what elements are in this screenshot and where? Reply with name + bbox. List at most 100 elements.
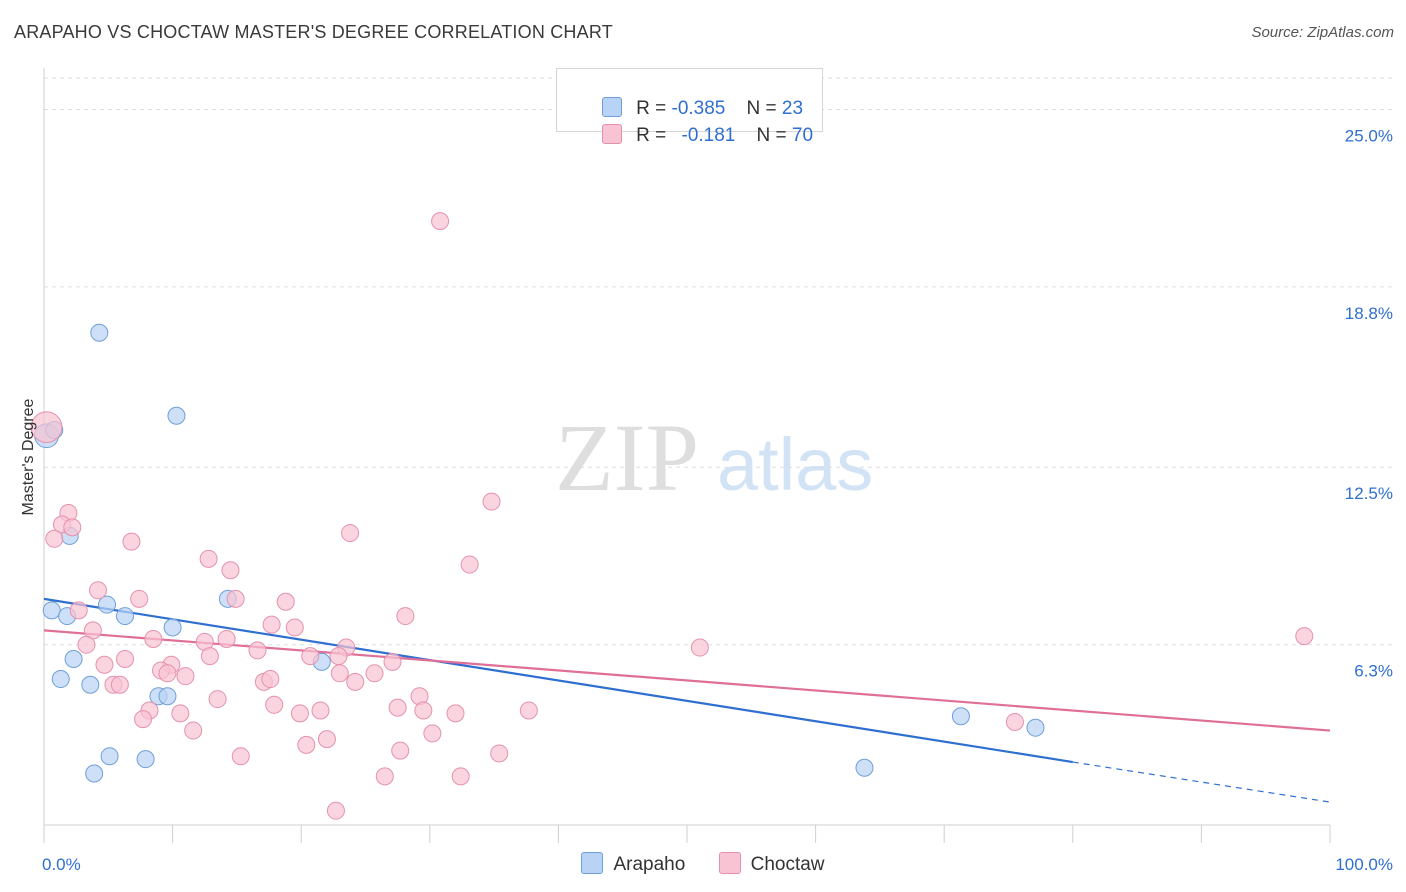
arapaho-point: [167, 406, 186, 425]
series-legend: Arapaho Choctaw: [0, 852, 1406, 876]
choctaw-point: [144, 629, 163, 648]
arapaho-point: [1026, 718, 1045, 737]
choctaw-point: [446, 704, 465, 723]
arapaho-n-label: N =: [746, 98, 782, 119]
choctaw-point: [276, 592, 295, 611]
choctaw-point: [690, 638, 709, 657]
choctaw-point: [116, 650, 135, 668]
choctaw-point: [231, 747, 250, 766]
choctaw-point: [383, 652, 402, 671]
arapaho-n-value: 23: [781, 98, 804, 119]
choctaw-point: [261, 670, 280, 689]
choctaw-point: [290, 704, 309, 723]
arapaho-r-value: -0.385: [671, 98, 726, 119]
choctaw-point: [329, 647, 348, 666]
choctaw-point: [414, 701, 433, 720]
arapaho-point: [51, 670, 70, 689]
choctaw-point: [1005, 712, 1024, 731]
choctaw-point: [311, 701, 330, 720]
arapaho-point: [855, 758, 874, 777]
arapaho-swatch: [602, 97, 623, 117]
choctaw-point: [184, 721, 203, 740]
y-axis-label: Master's Degree: [20, 398, 37, 515]
choctaw-point: [391, 741, 410, 760]
arapaho-legend-label: Arapaho: [613, 854, 686, 875]
arapaho-trend-extension: [1072, 761, 1331, 803]
choctaw-point: [265, 695, 284, 714]
arapaho-point: [158, 687, 177, 706]
choctaw-swatch: [602, 124, 623, 144]
arapaho-point: [116, 607, 135, 626]
choctaw-point: [490, 744, 509, 763]
y-tick-label: 12.5%: [1345, 484, 1393, 503]
arapaho-point: [81, 675, 100, 694]
choctaw-point: [69, 601, 88, 620]
choctaw-point: [346, 672, 365, 691]
x-tick-label: 100.0%: [1335, 855, 1393, 874]
choctaw-point: [451, 767, 470, 786]
choctaw-point: [199, 549, 218, 568]
choctaw-point: [95, 655, 114, 674]
data-points: [30, 212, 1314, 820]
chart-title: ARAPAHO VS CHOCTAW MASTER'S DEGREE CORRE…: [14, 22, 613, 42]
arapaho-r-label: R =: [636, 98, 672, 119]
arapaho-point: [64, 650, 83, 668]
choctaw-point: [341, 524, 360, 543]
arapaho-point: [85, 764, 104, 783]
choctaw-point: [226, 589, 245, 608]
legend-item-choctaw[interactable]: Choctaw: [718, 852, 825, 876]
legend-item-arapaho[interactable]: Arapaho: [581, 852, 685, 876]
choctaw-point: [110, 675, 129, 694]
choctaw-point: [297, 735, 316, 754]
choctaw-point: [262, 615, 281, 634]
axis-labels: 6.3% 12.5% 18.8% 25.0% 0.0% 100.0% Master's De…: [20, 126, 1393, 874]
choctaw-point: [77, 635, 96, 654]
stats-legend: R = -0.385 N = 23 R = -0.181 N = 70: [556, 68, 823, 146]
y-tick-label: 6.3%: [1354, 662, 1393, 681]
choctaw-point: [200, 647, 219, 666]
choctaw-point: [1295, 627, 1314, 646]
choctaw-point: [89, 581, 108, 600]
x-tick-label: 0.0%: [42, 855, 81, 874]
arapaho-point: [98, 595, 117, 614]
choctaw-point: [63, 518, 82, 537]
watermark-atlas: atlas: [717, 423, 873, 506]
choctaw-point: [423, 724, 442, 743]
choctaw-point: [330, 664, 349, 683]
source-credit: Source: ZipAtlas.com: [1251, 24, 1394, 41]
choctaw-trend-line: [43, 629, 1331, 732]
choctaw-point: [285, 618, 304, 637]
choctaw-point: [217, 629, 236, 648]
choctaw-legend-swatch: [718, 852, 741, 874]
arapaho-trend-line: [43, 597, 1073, 764]
arapaho-point: [90, 323, 109, 342]
choctaw-point: [396, 607, 415, 626]
choctaw-point: [388, 698, 407, 717]
choctaw-n-value: 70: [791, 125, 814, 146]
choctaw-point: [326, 801, 345, 820]
choctaw-legend-label: Choctaw: [750, 854, 825, 875]
choctaw-point: [519, 701, 538, 720]
choctaw-point: [375, 767, 394, 786]
y-tick-label: 25.0%: [1345, 126, 1393, 145]
choctaw-point: [134, 710, 153, 729]
watermark-zip: ZIP: [555, 404, 699, 511]
choctaw-point: [122, 532, 141, 551]
choctaw-point: [45, 529, 64, 548]
choctaw-point: [171, 704, 190, 723]
choctaw-point: [431, 212, 450, 231]
choctaw-point: [248, 641, 267, 660]
arapaho-point: [136, 750, 155, 769]
arapaho-point: [951, 707, 970, 726]
legend-row-choctaw: R = -0.181 N = 70: [581, 102, 813, 169]
arapaho-point: [163, 618, 182, 637]
choctaw-point: [301, 647, 320, 666]
choctaw-n-label: N =: [756, 125, 792, 146]
choctaw-point: [482, 492, 501, 511]
arapaho-point: [100, 747, 119, 766]
choctaw-point: [221, 561, 240, 580]
choctaw-point: [130, 589, 149, 608]
trend-lines: [43, 597, 1331, 803]
choctaw-point: [158, 664, 177, 683]
choctaw-r-value: -0.181: [681, 125, 736, 146]
